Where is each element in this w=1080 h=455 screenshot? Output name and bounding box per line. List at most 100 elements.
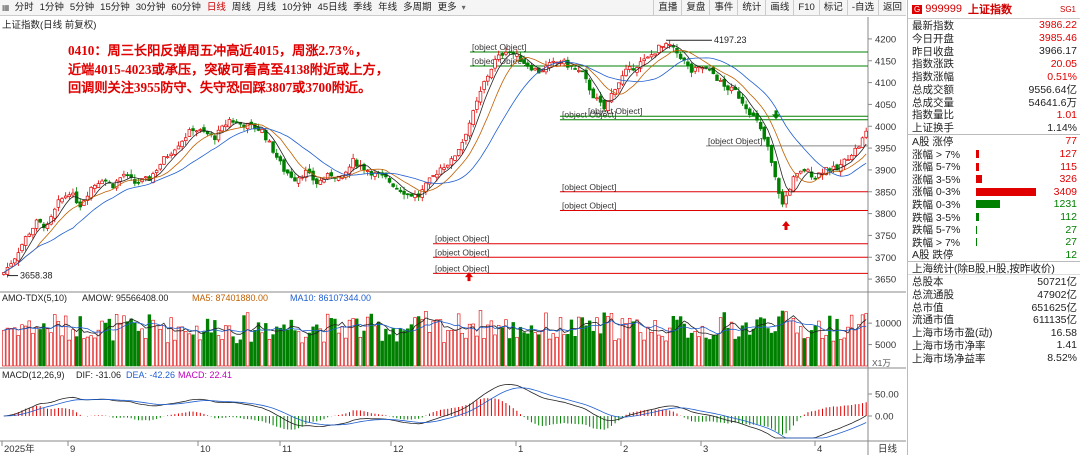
volume-bar [420,319,424,367]
period-tab[interactable]: 30分钟 [135,1,166,13]
volume-bar [23,325,28,367]
candle-body [158,164,163,170]
period-tab[interactable]: 年线 [378,1,398,13]
candle-body [351,158,355,169]
candle-body [231,120,235,123]
quote-row: 上证换手 1.14% [908,121,1080,135]
breadth-bar [976,213,979,222]
volume-bar [809,330,814,367]
candle-body [802,169,807,172]
period-tab[interactable]: 季线 [353,1,373,13]
candle-body [591,88,596,99]
period-tab[interactable]: 5分钟 [69,1,95,13]
volume-bar [158,329,162,367]
toolbar-button[interactable]: -自选 [846,0,878,16]
volume-bar [307,332,312,367]
period-tab[interactable]: 多周期 [403,1,432,13]
candle-body [595,97,599,100]
toolbar-button[interactable]: 标记 [818,0,847,16]
level-label: [object Object] [562,201,616,211]
candle-body [387,178,392,183]
volume-bar [740,325,745,367]
period-tab[interactable]: 45日线 [317,1,348,13]
volume-bar [133,322,137,367]
volume-bar [799,326,803,367]
volume-bar [53,314,57,367]
period-tab[interactable]: 日线 [206,1,226,13]
volume-bar [438,319,443,367]
period-tab[interactable]: 15分钟 [100,1,130,13]
volume-bar [355,318,359,367]
volume-bar [238,339,243,367]
candle-body [213,135,217,141]
macd-dea-line [3,387,867,439]
candle-body [362,163,366,171]
candle-body [475,100,479,110]
volume-bar [624,323,628,367]
period-tab[interactable]: 月线 [256,1,276,13]
candle-body [602,99,606,110]
volume-bar [737,336,741,367]
volume-bar [486,324,490,367]
grid-icon[interactable]: ▦ [2,3,10,12]
toolbar-button[interactable]: 直播 [653,0,681,16]
macd-value: MACD: 22.41 [178,370,232,380]
stat-label: 上海市场市净率 [912,340,986,352]
price-tick-label: 3650 [875,275,896,286]
volume-bar [697,336,701,367]
toolbar-button[interactable]: 画线 [765,0,793,16]
volume-bar [540,330,545,367]
volume-bar [351,318,355,367]
volume-bar [627,317,632,367]
volume-bar [111,340,115,367]
breadth-value: 112 [1060,211,1077,224]
volume-bar [569,319,574,367]
toolbar-button[interactable]: 统计 [737,0,765,16]
volume-bar [631,321,635,367]
toolbar-button[interactable]: F10 [793,0,818,16]
period-tab[interactable]: 10分钟 [281,1,312,13]
volume-bar [456,313,461,367]
volume-bar [162,325,166,367]
toolbar-button[interactable]: 复盘 [681,0,709,16]
toolbar-button[interactable]: 事件 [709,0,737,16]
breadth-value: 326 [1059,173,1077,186]
candle-body [329,172,334,177]
volume-bar [453,329,457,367]
breadth-row: A股 跌停 12 [908,249,1080,262]
period-tab[interactable]: 60分钟 [171,1,201,13]
candle-body [715,74,719,81]
candle-body [831,165,836,170]
quote-value: 1.14% [1047,121,1077,134]
candle-body [424,182,428,193]
volume-bar [209,332,213,367]
volume-bar [402,330,406,367]
chevron-down-icon[interactable]: ▾ [461,3,466,12]
volume-bar [475,335,479,367]
candle-body [180,140,184,148]
breadth-label: 涨幅 0-3% [912,186,961,199]
period-tab[interactable]: 周线 [231,1,251,13]
period-tab[interactable]: 更多 [437,1,457,13]
buy-signal-icon [782,220,790,230]
level-label: [object Object] [435,247,489,257]
candle-body [402,190,406,195]
toolbar-button[interactable]: 返回 [877,0,906,16]
stat-value: 16.58 [1050,326,1077,339]
volume-bar [85,336,90,367]
candle-body [791,176,796,192]
period-tab[interactable]: 分时 [14,1,34,13]
volume-bar [198,339,202,367]
breadth-label: 跌幅 0-3% [912,198,961,211]
candle-body [671,45,676,48]
volume-bar [635,319,639,367]
quote-value: 3985.46 [1039,32,1077,45]
kline-chart[interactable]: 3650370037503800385039003950400040504100… [0,0,906,455]
volume-bar [256,322,261,367]
volume-bar [216,335,221,367]
candle-body [693,67,697,72]
volume-bar [311,326,315,367]
candle-body [584,69,588,80]
period-tab[interactable]: 1分钟 [39,1,64,13]
candle-body [806,169,810,172]
